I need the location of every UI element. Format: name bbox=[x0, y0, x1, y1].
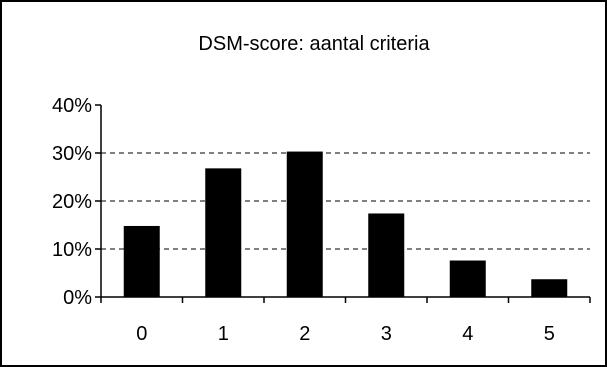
bar-1 bbox=[205, 168, 241, 297]
y-tick-label: 20% bbox=[52, 191, 92, 213]
bar-5 bbox=[531, 279, 567, 297]
y-tick-label: 40% bbox=[52, 95, 92, 117]
x-tick-label: 4 bbox=[462, 323, 473, 345]
bar-3 bbox=[368, 213, 404, 297]
x-tick-label: 1 bbox=[218, 323, 229, 345]
y-tick-label: 30% bbox=[52, 143, 92, 165]
x-tick-label: 5 bbox=[544, 323, 555, 345]
chart-title: DSM-score: aantal criteria bbox=[198, 33, 430, 55]
bar-2 bbox=[287, 152, 323, 297]
x-tick-label: 3 bbox=[381, 323, 392, 345]
bar-4 bbox=[450, 261, 486, 297]
x-tick-label: 0 bbox=[136, 323, 147, 345]
x-tick-label: 2 bbox=[299, 323, 310, 345]
bar-0 bbox=[124, 226, 160, 297]
y-tick-label: 10% bbox=[52, 239, 92, 261]
y-tick-label: 0% bbox=[63, 287, 92, 309]
